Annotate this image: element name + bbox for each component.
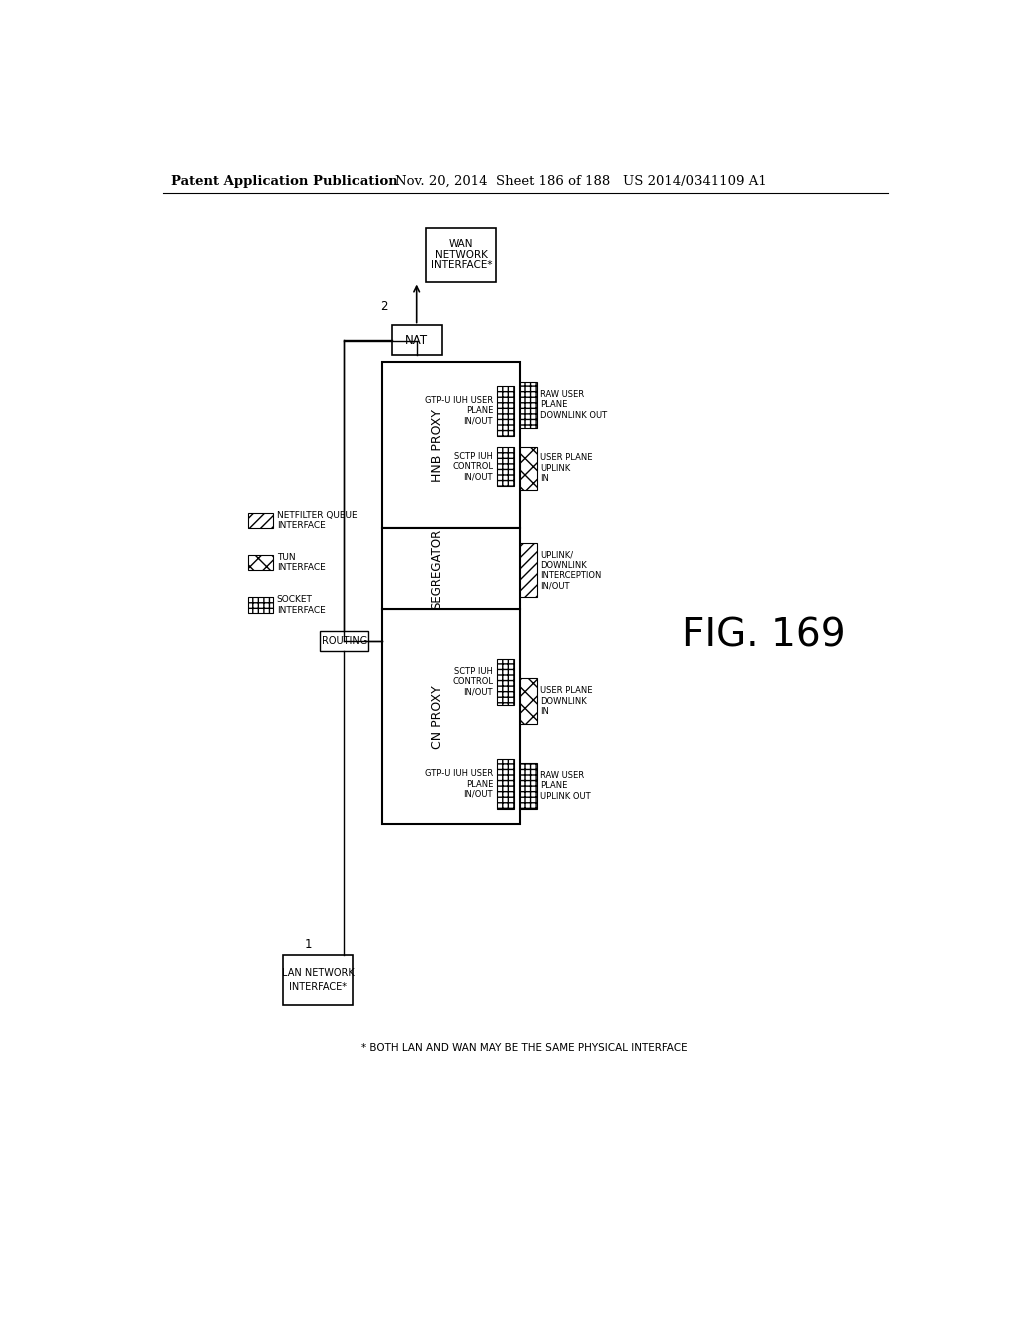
Text: NETWORK: NETWORK [435, 249, 487, 260]
Text: SCTP IUH
CONTROL
IN/OUT: SCTP IUH CONTROL IN/OUT [452, 451, 493, 482]
Text: INTERFACE*: INTERFACE* [430, 260, 492, 271]
Text: SOCKET
INTERFACE: SOCKET INTERFACE [276, 595, 326, 615]
Bar [497, 447, 514, 486]
Bar [520, 381, 538, 428]
Bar [382, 528, 520, 609]
Text: HNB PROXY: HNB PROXY [431, 409, 443, 482]
Text: * BOTH LAN AND WAN MAY BE THE SAME PHYSICAL INTERFACE: * BOTH LAN AND WAN MAY BE THE SAME PHYSI… [361, 1043, 688, 1053]
Bar [520, 678, 538, 725]
Text: USER PLANE
DOWNLINK
IN: USER PLANE DOWNLINK IN [541, 686, 593, 717]
Text: ROUTING: ROUTING [322, 636, 367, 647]
Text: UPLINK/
DOWNLINK
INTERCEPTION
IN/OUT: UPLINK/ DOWNLINK INTERCEPTION IN/OUT [541, 550, 602, 590]
Bar [382, 363, 520, 528]
Bar [248, 512, 273, 528]
Text: GTP-U IUH USER
PLANE
IN/OUT: GTP-U IUH USER PLANE IN/OUT [425, 396, 493, 425]
Text: LAN NETWORK: LAN NETWORK [282, 968, 354, 978]
Text: TUN
INTERFACE: TUN INTERFACE [276, 553, 326, 573]
Text: 2: 2 [380, 300, 388, 313]
Text: RAW USER
PLANE
DOWNLINK OUT: RAW USER PLANE DOWNLINK OUT [541, 389, 607, 420]
Bar [520, 763, 538, 809]
Text: WAN: WAN [449, 239, 473, 249]
Text: CN PROXY: CN PROXY [431, 685, 443, 748]
Bar [248, 597, 273, 612]
Text: NAT: NAT [406, 334, 428, 347]
Bar [321, 631, 369, 651]
Bar [283, 956, 352, 1006]
Bar [497, 659, 514, 705]
Text: NETFILTER QUEUE
INTERFACE: NETFILTER QUEUE INTERFACE [276, 511, 357, 531]
Text: INTERFACE*: INTERFACE* [289, 982, 347, 991]
Bar [248, 554, 273, 570]
Text: Patent Application Publication: Patent Application Publication [171, 176, 397, 187]
Text: RAW USER
PLANE
UPLINK OUT: RAW USER PLANE UPLINK OUT [541, 771, 591, 801]
Bar [497, 759, 514, 809]
Bar [497, 385, 514, 436]
Text: Nov. 20, 2014  Sheet 186 of 188   US 2014/0341109 A1: Nov. 20, 2014 Sheet 186 of 188 US 2014/0… [395, 176, 767, 187]
Text: SCTP IUH
CONTROL
IN/OUT: SCTP IUH CONTROL IN/OUT [452, 667, 493, 697]
Text: 1: 1 [305, 939, 312, 952]
Bar [382, 609, 520, 825]
Bar [426, 227, 496, 281]
Bar [520, 447, 538, 490]
Bar [391, 326, 442, 355]
Text: GTP-U IUH USER
PLANE
IN/OUT: GTP-U IUH USER PLANE IN/OUT [425, 770, 493, 799]
Text: FIG. 169: FIG. 169 [682, 616, 846, 655]
Bar [520, 544, 538, 598]
Text: USER PLANE
UPLINK
IN: USER PLANE UPLINK IN [541, 454, 593, 483]
Text: SEGREGATOR: SEGREGATOR [431, 528, 443, 609]
